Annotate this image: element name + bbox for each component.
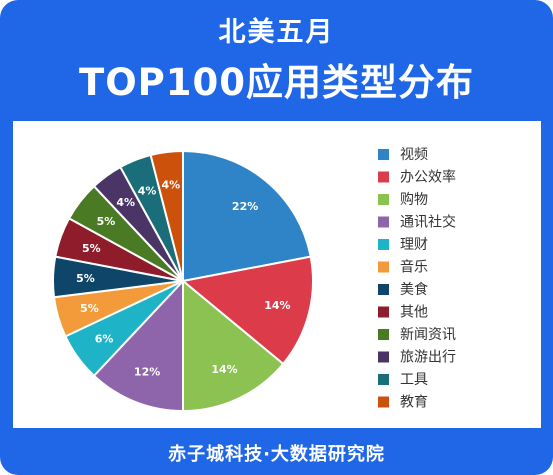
source-footer: 赤子城科技·大数据研究院 [168,444,385,465]
legend-label: 美食 [400,281,428,298]
pie-chart: 22%14%14%12%6%5%5%5%5%4%4% 4%视频办公效率购物通讯社交… [52,147,456,413]
slice-value-label: 22% [232,200,258,213]
slice-value-label: 5% [97,215,116,228]
legend-swatch [378,171,389,183]
page-title: TOP100应用类型分布 [78,61,475,104]
slice-value-label: 4% [116,196,135,209]
legend-swatch [378,284,389,295]
legend-swatch [378,216,389,228]
legend-label: 其他 [400,305,428,321]
legend-label: 通讯社交 [400,214,456,231]
slice-value-label: 4% [138,184,157,197]
legend-swatch [378,239,389,250]
slice-value-label: 5% [80,302,99,315]
legend-label: 旅游出行 [400,350,456,366]
chart-panel: 22% 14% 14% 12% 6% 5% 5% 5% 5% 4% 4% 4% 视频 办公效率 购物 通讯社交… [13,121,541,428]
legend-swatch [378,351,389,363]
slice-value-label: 4% [161,178,180,191]
legend-label: 购物 [400,192,428,208]
legend-swatch [378,396,389,408]
pie-slice [92,278,184,413]
legend-swatch [378,374,389,385]
slice-value-label: 12% [134,366,160,379]
legend-label: 理财 [400,237,428,253]
slice-value-label: 14% [264,299,290,312]
slice-value-label: 5% [82,242,101,255]
pie-slice [182,278,285,413]
pie-slice [149,149,184,282]
slice-value-label: 5% [76,272,95,285]
legend-label: 新闻资讯 [400,327,456,343]
page-title-region: 北美五月 [218,17,335,48]
pie-slice [180,255,314,366]
legend-label: 视频 [400,147,428,163]
legend-label: 办公效率 [400,169,456,186]
legend-label: 教育 [400,395,428,411]
legend-swatch [378,261,389,273]
legend-swatch [378,306,389,318]
pie-slice [182,149,312,283]
legend-label: 工具 [400,372,428,388]
legend-swatch [378,194,389,205]
legend-label: 音乐 [400,259,428,276]
legend-swatch [378,329,389,340]
slice-value-label: 6% [95,332,114,345]
legend-swatch [378,149,389,160]
slice-value-label: 14% [211,363,237,376]
